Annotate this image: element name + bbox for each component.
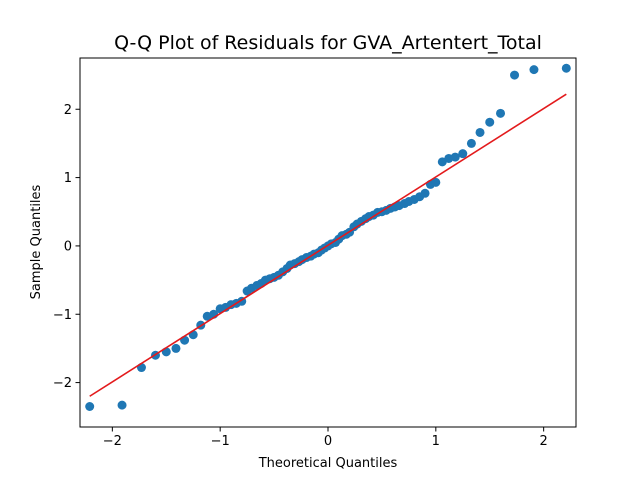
y-axis-label: Sample Quantiles <box>29 184 44 299</box>
x-tick-label: −1 <box>211 434 230 449</box>
data-point <box>561 63 571 73</box>
data-point <box>180 335 190 345</box>
data-point <box>458 149 468 159</box>
data-point <box>431 177 441 187</box>
data-point <box>136 363 146 373</box>
data-point <box>188 330 198 340</box>
y-tick-label: 1 <box>64 171 72 186</box>
x-tick-label: 0 <box>324 434 332 449</box>
data-point <box>420 188 430 198</box>
data-point <box>475 127 485 137</box>
reference-line <box>89 93 567 397</box>
y-tick-label: 0 <box>64 239 72 254</box>
y-tick-label: −2 <box>53 376 72 391</box>
chart-title: Q-Q Plot of Residuals for GVA_Artentert_… <box>114 32 542 54</box>
x-tick-label: 1 <box>432 434 440 449</box>
data-point <box>510 70 520 80</box>
y-axis-ticks: −2 −1 0 1 2 <box>53 103 80 391</box>
data-point <box>529 65 539 75</box>
x-axis-label: Theoretical Quantiles <box>258 456 398 471</box>
plot-area <box>85 63 571 411</box>
y-tick-label: 2 <box>64 103 72 118</box>
x-tick-label: −2 <box>103 434 122 449</box>
x-tick-label: 2 <box>540 434 548 449</box>
x-axis-ticks: −2 −1 0 1 2 <box>103 427 548 449</box>
y-tick-label: −1 <box>53 308 72 323</box>
data-point <box>85 402 95 411</box>
data-point <box>117 400 127 410</box>
data-point <box>466 138 476 148</box>
data-point <box>496 108 506 118</box>
data-point <box>171 343 181 353</box>
data-point <box>450 152 460 162</box>
data-point <box>485 117 495 127</box>
